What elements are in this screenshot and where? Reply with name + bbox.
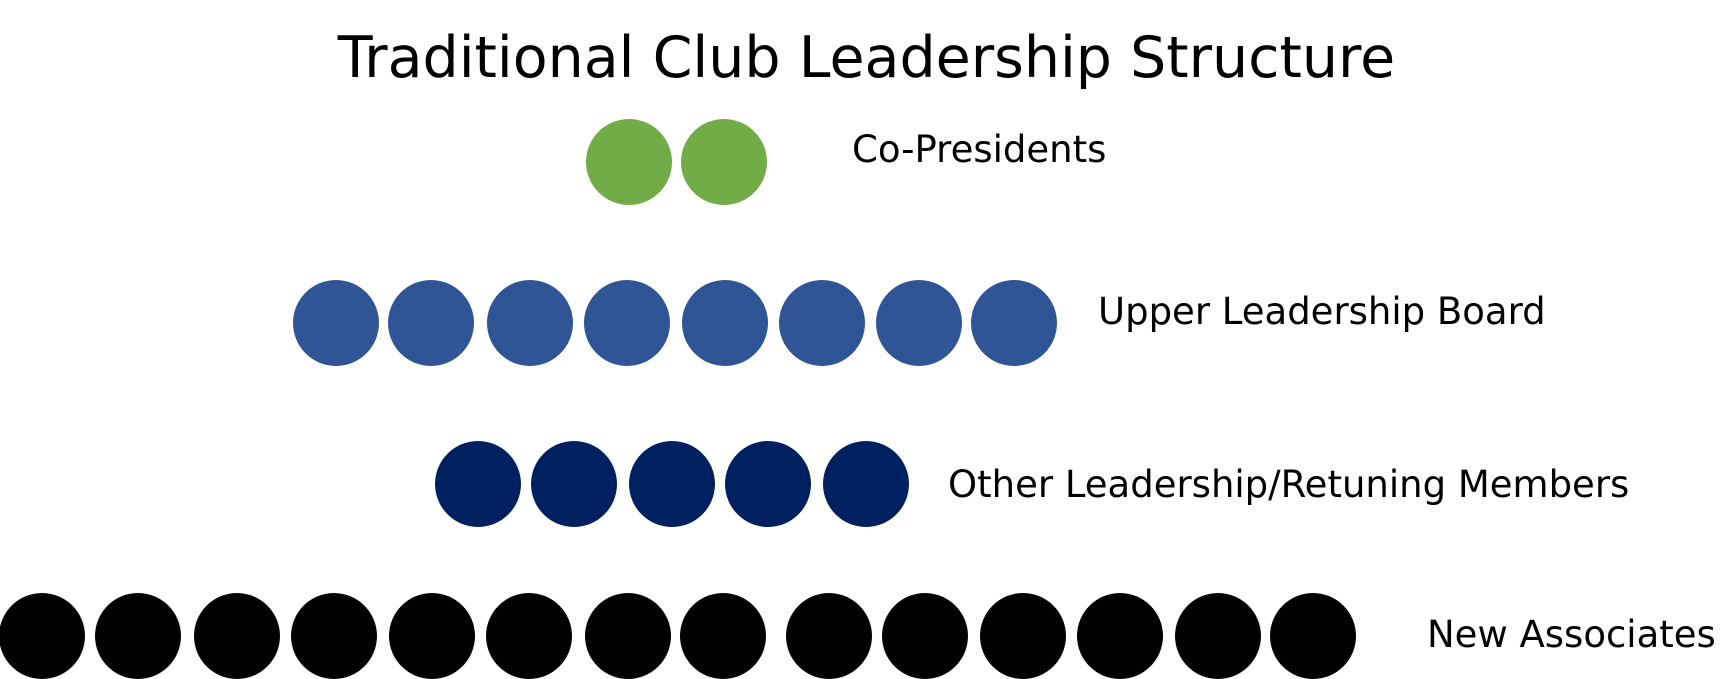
- member-dot: [680, 593, 766, 679]
- member-dot: [584, 280, 670, 366]
- member-dot: [882, 593, 968, 679]
- member-dot: [682, 280, 768, 366]
- member-dot: [435, 441, 521, 527]
- member-dot: [725, 441, 811, 527]
- member-dot: [1270, 593, 1356, 679]
- member-dot: [823, 441, 909, 527]
- member-dot: [779, 280, 865, 366]
- tier-label: Co-Presidents: [852, 128, 1107, 171]
- member-dot: [980, 593, 1066, 679]
- tier-label: New Associates: [1427, 613, 1716, 656]
- member-dot: [194, 593, 280, 679]
- member-dot: [1175, 593, 1261, 679]
- member-dot: [389, 593, 475, 679]
- member-dot: [629, 441, 715, 527]
- member-dot: [531, 441, 617, 527]
- member-dot: [293, 280, 379, 366]
- member-dot: [786, 593, 872, 679]
- member-dot: [95, 593, 181, 679]
- member-dot: [486, 593, 572, 679]
- member-dot: [291, 593, 377, 679]
- member-dot: [586, 119, 672, 205]
- member-dot: [388, 280, 474, 366]
- member-dot: [0, 593, 85, 679]
- diagram-title: Traditional Club Leadership Structure: [337, 25, 1396, 91]
- member-dot: [487, 280, 573, 366]
- member-dot: [585, 593, 671, 679]
- tier-label: Upper Leadership Board: [1098, 290, 1546, 333]
- tier-label: Other Leadership/Retuning Members: [948, 463, 1630, 506]
- member-dot: [681, 119, 767, 205]
- member-dot: [1077, 593, 1163, 679]
- member-dot: [876, 280, 962, 366]
- member-dot: [971, 280, 1057, 366]
